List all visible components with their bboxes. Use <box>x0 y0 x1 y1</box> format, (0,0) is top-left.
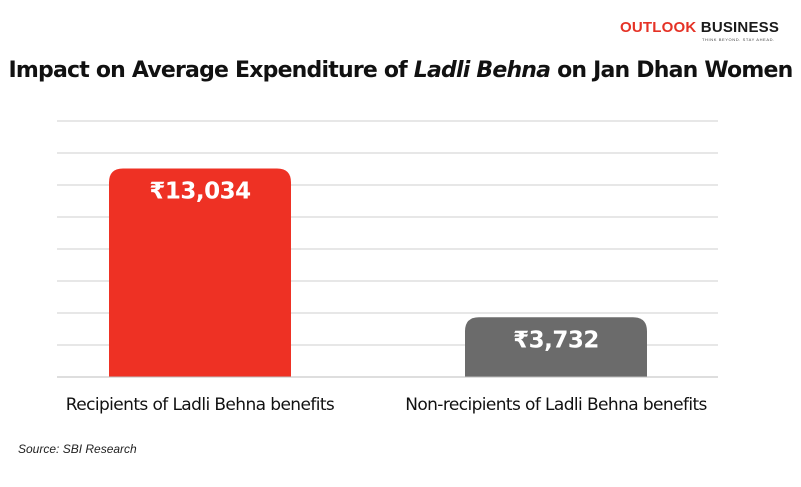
chart-title-part-1: Impact on Average Expenditure of <box>8 58 414 83</box>
logo-tagline: THINK BEYOND. STAY AHEAD. <box>702 37 775 42</box>
chart-title-italic-part: Ladli Behna <box>413 58 551 83</box>
chart-title: Impact on Average Expenditure of Ladli B… <box>0 58 801 83</box>
bar-value-label-1: ₹13,034 <box>149 178 250 204</box>
outlook-business-logo: OUTLOOK BUSINESS THINK BEYOND. STAY AHEA… <box>620 19 785 43</box>
source-note: Source: SBI Research <box>18 442 137 456</box>
bar-value-label-2: ₹3,732 <box>513 327 599 353</box>
bar-1 <box>109 168 291 377</box>
category-label-1: Recipients of Ladli Behna benefits <box>66 395 335 415</box>
chart-title-part-3: on Jan Dhan Women <box>550 58 793 83</box>
category-label-2: Non-recipients of Ladli Behna benefits <box>405 395 707 415</box>
bar-2 <box>465 317 647 377</box>
logo-word-outlook: OUTLOOK <box>620 19 697 36</box>
logo-word-business: BUSINESS <box>700 19 780 36</box>
